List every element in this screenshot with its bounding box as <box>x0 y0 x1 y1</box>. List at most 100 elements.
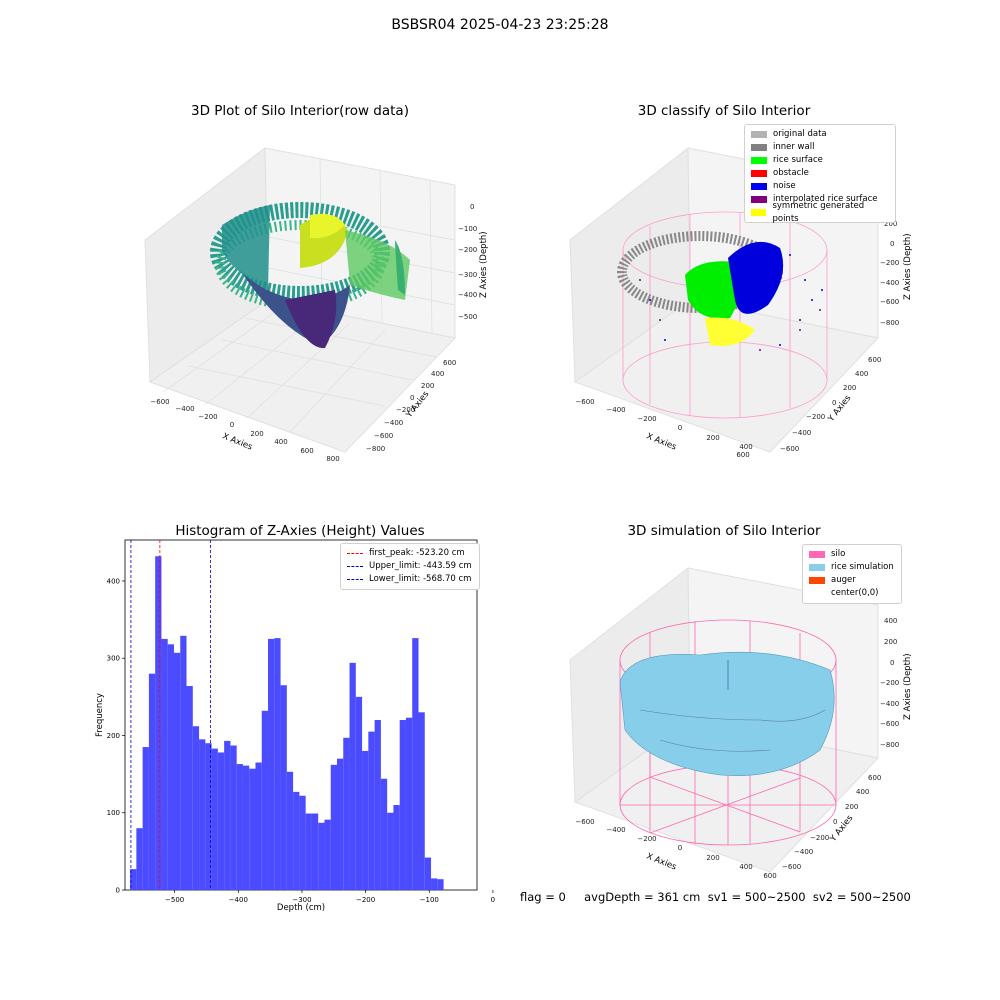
histogram-bar <box>355 696 363 890</box>
legend-label: center(0,0) <box>831 588 879 598</box>
plot2-ztick: −200 <box>880 259 899 267</box>
histogram-bar <box>173 652 181 890</box>
plot4-ztick: −600 <box>880 720 899 728</box>
histogram-bar <box>374 720 381 890</box>
histogram-reference-lines <box>130 540 211 890</box>
plot2-ztick: 200 <box>884 220 897 228</box>
histogram-bar <box>387 812 394 890</box>
plot4-ytick: −600 <box>782 863 801 871</box>
plot4-xtick: 600 <box>763 872 776 880</box>
plot1-xtick: −200 <box>198 413 217 421</box>
plot1-xtick: 400 <box>274 438 287 446</box>
plot4-xlabel: X Axies <box>645 852 678 873</box>
plot1-xtick: −600 <box>150 398 169 406</box>
plot2-ytick: 0 <box>832 399 836 407</box>
x-tick-label: −500 <box>165 896 184 904</box>
plot4-xtick: 0 <box>678 844 682 852</box>
histogram-bar <box>249 768 256 890</box>
legend-label: silo <box>831 549 846 559</box>
plot4-rice-surface <box>619 651 835 776</box>
histogram-bar <box>431 878 438 890</box>
legend-item-rice-surface: rice surface <box>751 154 889 167</box>
plot1-ytick: 400 <box>431 370 444 378</box>
plot1-ytick: 600 <box>443 359 456 367</box>
legend-label: auger <box>831 575 856 585</box>
plot2-ytick: −400 <box>792 429 811 437</box>
x-tick-label: −300 <box>292 896 311 904</box>
histogram-bar <box>336 758 344 890</box>
histogram-bar <box>399 720 406 890</box>
legend-swatch <box>751 209 767 216</box>
legend-swatch <box>809 577 825 584</box>
legend-swatch <box>809 590 825 597</box>
plot4-3d-simulation: −600 −400 −200 0 200 400 600 −600 −400 −… <box>569 566 913 880</box>
histogram-bar <box>330 764 337 890</box>
plot2-legend: original data inner wall rice surface ob… <box>744 124 896 224</box>
y-tick-label: 200 <box>107 732 120 740</box>
plot3-xlabel: Depth (cm) <box>277 903 325 913</box>
legend-item-obstacle: obstacle <box>751 167 889 180</box>
plot1-ytick: 0 <box>410 394 414 402</box>
histogram-bar <box>242 765 250 890</box>
legend-swatch <box>809 551 825 558</box>
legend-item-noise: noise <box>751 180 889 193</box>
histogram-bar <box>305 813 312 890</box>
figure-title: BSBSR04 2025-04-23 23:25:28 <box>391 17 609 33</box>
histogram-bar <box>192 726 200 890</box>
histogram-bar <box>311 813 319 890</box>
histogram-bar <box>236 764 243 890</box>
plot1-xlabel: X Axies <box>221 432 254 453</box>
plot4-ztick: 400 <box>884 617 897 625</box>
histogram-bar <box>324 819 331 890</box>
histogram-bar <box>142 747 149 890</box>
plot2-ztick: −400 <box>880 279 899 287</box>
histogram-bar <box>280 685 287 890</box>
plot2-ztick: 0 <box>890 240 894 248</box>
plot1-xtick: 600 <box>300 447 313 455</box>
plot4-xtick: −400 <box>606 826 625 834</box>
histogram-bar <box>199 739 206 890</box>
histogram-bar <box>230 745 237 890</box>
legend-label: original data <box>773 129 827 139</box>
legend-swatch <box>751 157 767 164</box>
histogram-bar <box>211 748 218 890</box>
plot4-ztick: −200 <box>880 679 899 687</box>
plot1-ztick: −200 <box>458 246 477 254</box>
histogram-bar <box>343 737 350 890</box>
histogram-bar <box>368 731 375 890</box>
plot3-histogram: −500 −400 −300 −200 −100 0 0 100 200 300 400 Dept… <box>95 539 495 913</box>
legend-swatch <box>751 144 767 151</box>
status-footer: flag = 0 avgDepth = 361 cm sv1 = 500~250… <box>520 890 911 904</box>
histogram-bar <box>205 743 212 890</box>
plot4-ztick: 0 <box>890 659 894 667</box>
plot1-3d-scatter: −600 −400 −200 0 200 400 600 800 −800 −6… <box>144 147 489 463</box>
plot2-xtick: 0 <box>678 424 682 432</box>
histogram-bar <box>180 635 187 890</box>
plot4-ztick: 200 <box>884 638 897 646</box>
plot4-legend: silo rice simulation auger center(0,0) <box>802 544 902 604</box>
plot3-title: Histogram of Z-Axies (Height) Values <box>175 523 425 539</box>
plot1-ztick: −300 <box>458 271 477 279</box>
histogram-bar <box>362 750 369 890</box>
plot1-ztick: −400 <box>458 291 477 299</box>
plot2-xtick: 200 <box>706 434 719 442</box>
histogram-bar <box>155 556 162 890</box>
plot4-xtick: 200 <box>706 854 719 862</box>
plot4-ytick: 400 <box>856 788 869 796</box>
legend-item-rice-simulation: rice simulation <box>809 561 895 574</box>
legend-item-silo: silo <box>809 548 895 561</box>
plot1-xtick: −400 <box>175 405 194 413</box>
legend-swatch <box>751 131 767 138</box>
legend-label: first_peak: -523.20 cm <box>369 548 465 558</box>
plot1-xtick: 200 <box>250 430 263 438</box>
histogram-bar <box>393 805 400 890</box>
legend-item-symmetric: symmetric generated points <box>751 201 889 224</box>
histogram-x-ticks: −500 −400 −300 −200 −100 0 <box>165 890 495 904</box>
plot1-ytick: −400 <box>384 419 403 427</box>
histogram-bar <box>136 828 143 890</box>
plot4-ytick: −200 <box>810 834 829 842</box>
histogram-bar <box>148 673 156 890</box>
legend-line <box>347 579 363 580</box>
legend-item-inner-wall: inner wall <box>751 141 889 154</box>
histogram-bar <box>318 822 325 890</box>
